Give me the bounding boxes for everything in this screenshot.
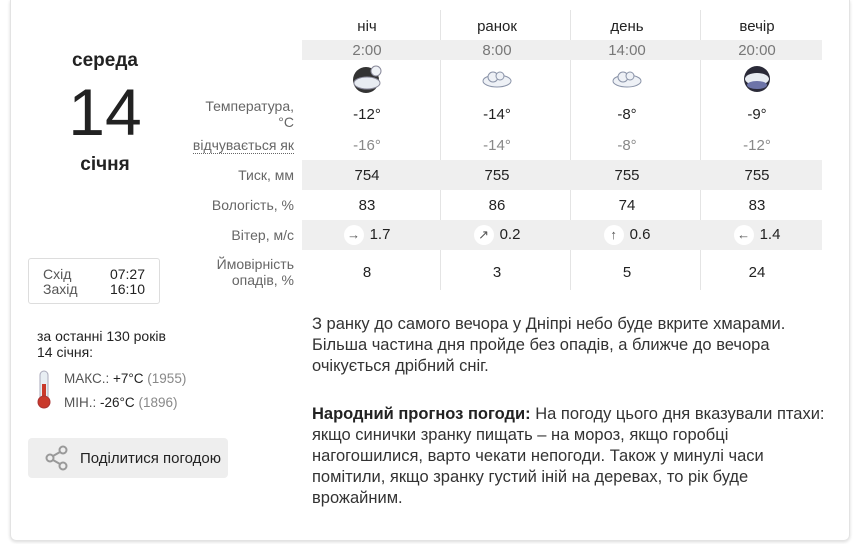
sunset-label: Захід <box>43 281 78 297</box>
humidity: 83 <box>358 196 376 214</box>
period-name: ніч <box>357 17 377 35</box>
cloudy-night-icon <box>302 64 432 98</box>
feels-like: -8° <box>617 136 637 154</box>
label-precipitation: Ймовірність опадів, % <box>190 256 302 288</box>
folk-title: Народний прогноз погоди: <box>312 405 531 423</box>
share-button[interactable]: Поділитися погодою <box>28 438 228 478</box>
day-number: 14 <box>68 75 142 149</box>
max-label: МАКС.: <box>64 371 110 386</box>
pressure: 755 <box>484 166 510 184</box>
humidity: 83 <box>748 196 766 214</box>
period-name: ранок <box>477 17 517 35</box>
cloud-icon <box>432 68 562 94</box>
wind-direction-icon: ↑ <box>603 225 624 245</box>
max-year: (1955) <box>147 371 187 386</box>
pressure: 754 <box>354 166 380 184</box>
min-value: -26°C <box>100 395 135 410</box>
label-pressure: Тиск, мм <box>238 167 294 183</box>
history-date: 14 січня: <box>37 344 94 360</box>
wind: ↑ 0.6 <box>562 225 692 245</box>
period-time: 14:00 <box>608 41 646 59</box>
wind-speed: 0.6 <box>629 226 651 243</box>
label-feels-like[interactable]: відчувається як <box>192 137 294 154</box>
feels-like: -16° <box>353 136 381 154</box>
pressure: 755 <box>614 166 640 184</box>
folk-forecast: Народний прогноз погоди: На погоду цього… <box>312 404 832 509</box>
wind: → 1.7 <box>302 225 432 245</box>
label-humidity: Вологість, % <box>211 197 294 213</box>
temperature: -9° <box>747 105 767 123</box>
share-icon <box>45 445 68 471</box>
history-title: за останні 130 років <box>37 328 166 344</box>
period-name: день <box>610 17 644 35</box>
temperature: -12° <box>353 105 381 123</box>
sunrise-time: 07:27 <box>109 266 145 282</box>
max-value: +7°C <box>112 371 144 386</box>
period-time: 20:00 <box>738 41 776 59</box>
wind-direction-icon: → <box>343 225 364 245</box>
period-name: вечір <box>739 17 775 35</box>
min-label: МІН.: <box>64 395 97 410</box>
wind-speed: 1.7 <box>369 226 391 243</box>
min-year: (1896) <box>138 395 178 410</box>
share-label: Поділитися погодою <box>80 449 222 467</box>
pressure: 755 <box>744 166 770 184</box>
period-time: 2:00 <box>352 41 382 59</box>
feels-like: -14° <box>483 136 511 154</box>
wind-speed: 0.2 <box>499 226 521 243</box>
wind-speed: 1.4 <box>759 226 781 243</box>
humidity: 74 <box>618 196 636 214</box>
humidity: 86 <box>488 196 506 214</box>
cloud-icon <box>562 68 692 94</box>
label-temperature: Температура, °C <box>205 98 294 130</box>
forecast-description: З ранку до самого вечора у Дніпрі небо б… <box>312 315 786 375</box>
feels-like: -12° <box>743 136 771 154</box>
precipitation-probability: 5 <box>622 263 632 281</box>
snow-cloud-icon <box>692 64 822 98</box>
sunrise-sunset-box: Схід 07:27 Захід 16:10 <box>28 258 160 304</box>
history-block: за останні 130 років 14 січня: <box>37 328 166 360</box>
history-min: МІН.: -26°C (1896) <box>64 395 177 410</box>
wind-direction-icon: ↗ <box>473 225 494 245</box>
folk-text: На погоду цього дня вказували птахи: якщ… <box>312 405 825 507</box>
wind-direction-icon: ← <box>733 225 754 245</box>
precipitation-probability: 24 <box>748 263 766 281</box>
precipitation-probability: 3 <box>492 263 502 281</box>
sunset-time: 16:10 <box>109 281 145 297</box>
label-wind: Вітер, м/с <box>231 227 294 243</box>
period-time: 8:00 <box>482 41 512 59</box>
month: січня <box>80 154 130 175</box>
label-precip-line1: Ймовірність <box>216 256 294 272</box>
wind: ↗ 0.2 <box>432 225 562 245</box>
temperature: -14° <box>483 105 511 123</box>
thermometer-icon <box>37 370 51 409</box>
sunrise-label: Схід <box>43 266 72 282</box>
label-precip-line2: опадів, % <box>231 272 294 288</box>
precipitation-probability: 8 <box>362 263 372 281</box>
history-max: МАКС.: +7°C (1955) <box>64 371 186 386</box>
temperature: -8° <box>617 105 637 123</box>
wind: ← 1.4 <box>692 225 822 245</box>
weather-card <box>10 0 850 541</box>
weekday: середа <box>72 50 138 71</box>
